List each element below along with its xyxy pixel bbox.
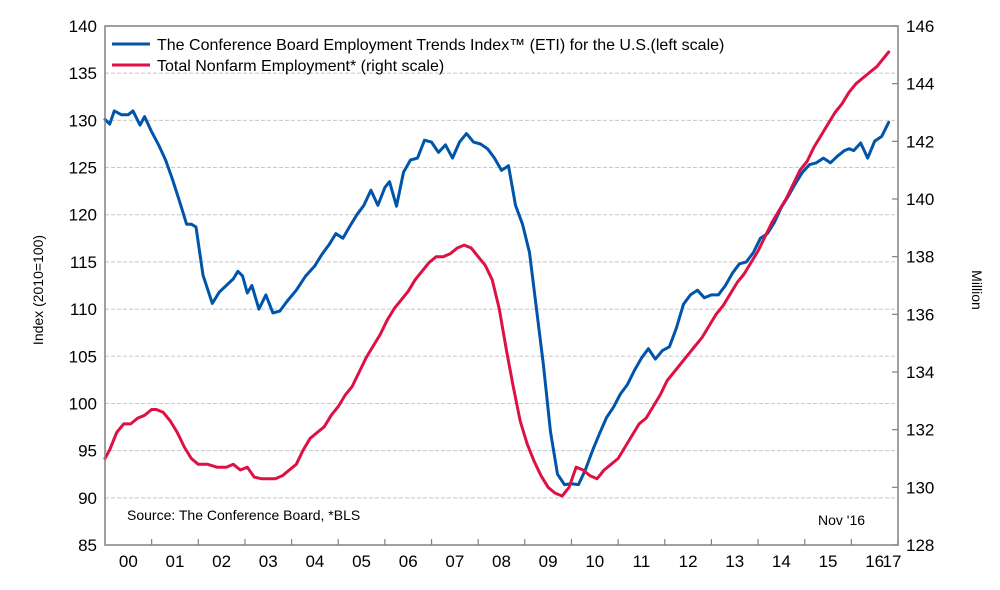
left-tick-label: 120	[69, 206, 97, 225]
x-tick-label: 04	[305, 552, 324, 571]
series-line-eti	[103, 109, 891, 487]
left-axis: 140 135 130 125 120 115 110 105 100 95 90 85	[69, 17, 97, 555]
right-tick-label: 134	[906, 363, 934, 382]
left-tick-label: 115	[70, 253, 97, 272]
legend-label-nonfarm: Total Nonfarm Employment* (right scale)	[157, 58, 444, 75]
x-tick-label: 11	[633, 552, 651, 571]
x-tick-label: 14	[772, 552, 791, 571]
right-tick-label: 132	[906, 421, 934, 440]
left-tick-label: 130	[69, 111, 97, 130]
left-tick-label: 125	[69, 159, 97, 178]
left-tick-label: 140	[69, 17, 97, 36]
right-axis: 146 144 142 140 138 136 134 132 130 128	[892, 17, 934, 555]
series-line-nonfarm	[103, 50, 891, 498]
date-note: Nov '16	[818, 512, 865, 528]
x-tick-label: 06	[399, 552, 418, 571]
x-tick-label: 02	[212, 552, 231, 571]
left-tick-label: 105	[69, 347, 97, 366]
x-tick-label: 15	[819, 552, 838, 571]
x-tick-label: 09	[539, 552, 558, 571]
x-tick-label: 12	[679, 552, 698, 571]
right-tick-label: 146	[906, 17, 934, 36]
series-lines	[103, 50, 891, 498]
x-tick-label: 03	[259, 552, 278, 571]
x-tick-label: 05	[352, 552, 371, 571]
x-tick-label: 07	[445, 552, 464, 571]
right-tick-label: 140	[906, 190, 934, 209]
x-tick-label: 17	[883, 552, 902, 571]
x-tick-label: 13	[725, 552, 744, 571]
left-tick-label: 135	[69, 64, 97, 83]
legend: The Conference Board Employment Trends I…	[112, 37, 724, 75]
right-axis-title: Million	[969, 270, 985, 310]
legend-label-eti: The Conference Board Employment Trends I…	[157, 37, 724, 54]
right-tick-label: 142	[906, 132, 934, 151]
x-tick-label: 16	[865, 552, 884, 571]
right-tick-label: 130	[906, 478, 934, 497]
right-tick-label: 136	[906, 305, 934, 324]
x-tick-label: 08	[492, 552, 511, 571]
left-tick-label: 95	[78, 442, 97, 461]
gridlines	[105, 72, 898, 499]
left-tick-label: 90	[78, 489, 97, 508]
x-tick-label: 10	[585, 552, 604, 571]
left-tick-label: 110	[70, 300, 97, 319]
x-tick-label: 00	[119, 552, 138, 571]
left-tick-label: 100	[69, 394, 97, 413]
left-tick-label: 85	[78, 536, 97, 555]
right-tick-label: 138	[906, 248, 934, 267]
plot-frame	[104, 25, 899, 546]
left-axis-title: Index (2010=100)	[30, 235, 46, 345]
source-note: Source: The Conference Board, *BLS	[127, 507, 360, 523]
x-tick-label: 01	[166, 552, 185, 571]
right-tick-label: 144	[906, 75, 934, 94]
right-tick-label: 128	[906, 536, 934, 555]
